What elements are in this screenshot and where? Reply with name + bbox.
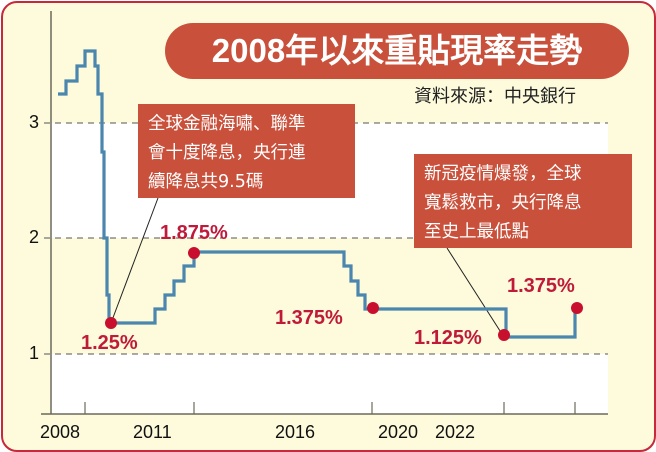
point-2016 (367, 302, 379, 314)
y-tick-2: 2 (29, 227, 40, 247)
highlight-points (105, 247, 583, 341)
y-tick-3: 3 (29, 112, 40, 132)
callout-covid: 新冠疫情爆發，全球 寬鬆救市，央行降息 至史上最低點 (414, 154, 632, 248)
x-tick-2011: 2011 (133, 422, 172, 442)
point-label-2016: 1.375% (275, 307, 343, 329)
callout-line: 寬鬆救市，央行降息 (424, 193, 582, 213)
point-label-2022: 1.375% (507, 275, 575, 297)
x-tick-2020: 2020 (378, 422, 419, 442)
x-tick-2008: 2008 (40, 422, 81, 442)
rate-step-line (58, 49, 577, 339)
x-tick-2016: 2016 (275, 422, 316, 442)
callout-line: 全球金融海嘯、聯準 (148, 114, 306, 134)
x-tick-2022: 2022 (435, 422, 476, 442)
point-label-2020: 1.125% (414, 327, 482, 349)
x-tick-marks (84, 402, 576, 414)
callout-financial-crisis: 全球金融海嘯、聯準 會十度降息，央行連 續降息共9.5碼 (138, 104, 355, 198)
leader-line-crisis (110, 197, 159, 324)
y-tick-1: 1 (29, 343, 40, 363)
point-2011 (188, 247, 200, 259)
chart-title: 2008年以來重貼現率走勢 (165, 23, 629, 79)
white-band-lower (50, 354, 608, 414)
point-2020 (498, 329, 510, 341)
point-2009 (105, 317, 117, 329)
callout-line: 新冠疫情爆發，全球 (424, 164, 582, 184)
point-label-2009: 1.25% (81, 332, 138, 354)
callout-line: 至史上最低點 (424, 222, 529, 242)
leader-line-covid (446, 247, 503, 335)
data-source: 資料來源：中央銀行 (414, 86, 576, 107)
point-2022 (571, 302, 583, 314)
point-label-2011: 1.875% (160, 222, 228, 244)
callout-line: 續降息共9.5碼 (148, 172, 264, 192)
callout-line: 會十度降息，央行連 (148, 143, 306, 163)
